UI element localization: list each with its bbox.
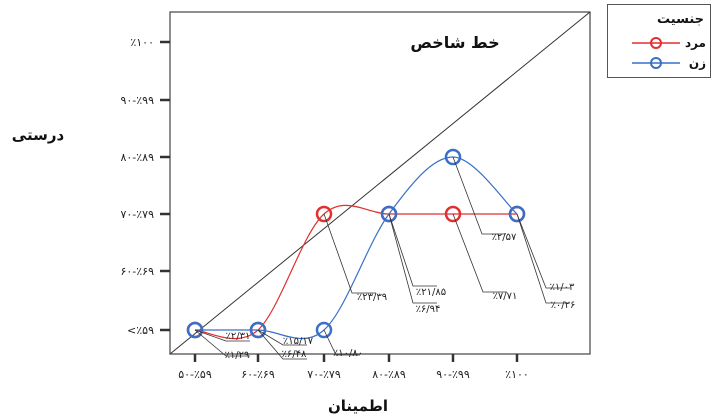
marker-female xyxy=(380,205,398,223)
legend-swatch-male-marker xyxy=(650,37,662,49)
y-axis-title: درستی xyxy=(12,126,65,144)
y-tick-label: ۹۰-٪۹۹ xyxy=(120,94,154,107)
annotation-leader xyxy=(516,213,570,289)
annotation-leader xyxy=(257,329,307,360)
annotation-leader xyxy=(194,329,250,357)
y-tick-label: ۶۰-٪۶۹ xyxy=(120,265,154,278)
data-label: ٪۲/۳۱ xyxy=(226,331,251,342)
legend: جنسیت مرد زن xyxy=(607,4,711,78)
x-tick-label: ۶۰-٪۶۹ xyxy=(241,368,275,381)
marker-female xyxy=(508,205,526,223)
reference-line xyxy=(169,11,591,355)
data-label: ٪۶/۹۴ xyxy=(416,304,441,315)
annotation-leader xyxy=(257,329,307,346)
x-tick-label: ۸۰-٪۸۹ xyxy=(372,368,406,381)
y-tick-label: <٪۵۹ xyxy=(127,324,154,337)
annotation-leader xyxy=(452,156,506,235)
x-tick-label: ٪۱۰۰ xyxy=(505,368,529,381)
y-tick-label: ۸۰-٪۸۹ xyxy=(120,151,154,164)
annotation-leader xyxy=(388,213,437,304)
data-label: ٪۱۵/۱۷ xyxy=(283,336,314,347)
series-line-male xyxy=(194,204,517,340)
data-label: ٪۱/۲۹ xyxy=(225,350,250,361)
x-tick-label: ۹۰-٪۹۹ xyxy=(436,368,470,381)
legend-swatch-female-marker xyxy=(650,57,662,69)
annotation-leader xyxy=(516,213,570,304)
marker-male xyxy=(444,205,462,223)
marker-female xyxy=(444,148,462,166)
x-tick-label: ۷۰-٪۷۹ xyxy=(307,368,341,381)
x-axis-title: اطمینان xyxy=(328,397,388,415)
data-label: ٪۱/۰۳ xyxy=(550,282,575,293)
annotation-leader xyxy=(194,329,250,342)
legend-label-male: مرد xyxy=(685,36,706,50)
marker-female xyxy=(186,321,204,339)
marker-female xyxy=(249,321,267,339)
data-label: ٪۰/۲۶ xyxy=(551,300,576,311)
data-label: ٪۷/۷۱ xyxy=(493,291,518,302)
plot-frame xyxy=(169,11,591,355)
annotation-leader xyxy=(388,213,437,287)
marker-male xyxy=(315,205,333,223)
data-label: ٪۲۱/۸۵ xyxy=(416,287,446,298)
x-tick-label: ۵۰-٪۵۹ xyxy=(178,368,212,381)
annotation-leader xyxy=(323,329,360,356)
data-label: ٪۲۳/۳۹ xyxy=(357,292,387,303)
legend-title: جنسیت xyxy=(657,12,704,27)
data-label: ٪۱۰/۸۰ xyxy=(333,348,363,359)
reference-line-label: خط شاخص xyxy=(410,33,499,52)
series-line-female xyxy=(195,156,518,340)
y-tick-label: ٪۱۰۰ xyxy=(130,36,154,49)
data-label: ٪۶/۴۸ xyxy=(282,349,307,360)
data-label: ٪۲/۵۷ xyxy=(492,232,517,243)
annotation-leader xyxy=(323,213,376,294)
legend-label-female: زن xyxy=(689,56,706,70)
marker-female xyxy=(315,321,333,339)
y-tick-label: ۷۰-٪۷۹ xyxy=(120,208,154,221)
annotation-leader xyxy=(452,213,507,293)
